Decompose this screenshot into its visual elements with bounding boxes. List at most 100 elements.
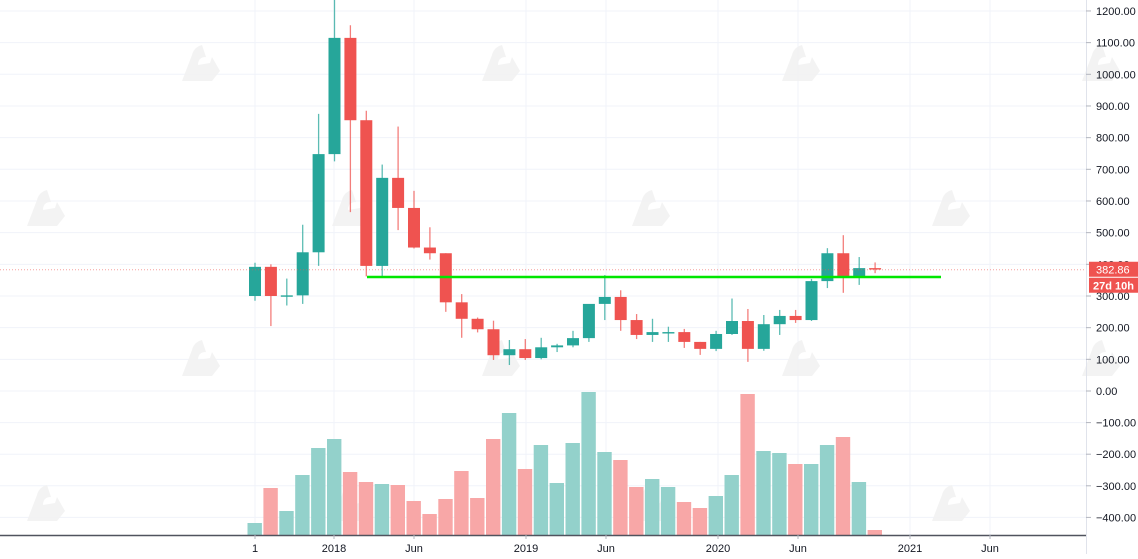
volume-tick-label: −300.00	[1096, 481, 1136, 493]
time-tick-label: 2020	[706, 543, 730, 554]
volume-bar	[501, 413, 517, 535]
volume-bar	[295, 475, 310, 535]
overlays	[0, 269, 1086, 279]
volume-bar	[374, 484, 390, 535]
time-tick-label: Jun	[789, 543, 807, 554]
candle[interactable]	[567, 330, 579, 348]
candle[interactable]	[376, 164, 389, 277]
volume-bar	[406, 501, 421, 535]
candle[interactable]	[328, 0, 341, 162]
volume-bar	[804, 464, 819, 535]
watermark-logo-icon	[27, 485, 65, 521]
candle[interactable]	[789, 309, 802, 323]
candle[interactable]	[280, 278, 293, 306]
time-tick-label: 2019	[514, 543, 538, 554]
watermark-logo-icon	[1082, 340, 1120, 376]
candle[interactable]	[551, 343, 564, 353]
candle[interactable]	[614, 290, 627, 331]
candle[interactable]	[503, 340, 516, 366]
candle[interactable]	[773, 309, 786, 335]
candle[interactable]	[805, 278, 818, 322]
candle[interactable]	[741, 308, 754, 362]
candle[interactable]	[264, 264, 277, 327]
candle[interactable]	[249, 262, 261, 301]
price-tick-label: 0.00	[1096, 386, 1117, 398]
candle[interactable]	[392, 126, 405, 231]
candles	[249, 0, 882, 366]
candle[interactable]	[519, 339, 532, 360]
candle[interactable]	[821, 248, 834, 289]
candle[interactable]	[344, 25, 357, 213]
watermark-logo-icon	[782, 45, 820, 81]
candle[interactable]	[408, 190, 420, 249]
volume-bar	[565, 443, 580, 535]
time-axis[interactable]: 1 2018 Jun 2019 Jun 2020 Jun 2021 Jun	[0, 534, 1086, 555]
volume-bar	[788, 464, 803, 535]
candle[interactable]	[710, 330, 723, 352]
price-tick-label: 1100.00	[1096, 38, 1135, 50]
volume-bar	[247, 523, 262, 535]
candle[interactable]	[471, 317, 484, 333]
candle[interactable]	[869, 262, 882, 274]
candle[interactable]	[630, 314, 643, 340]
price-tick-label: 600.00	[1096, 196, 1130, 208]
candle[interactable]	[837, 235, 850, 293]
candle[interactable]	[423, 227, 436, 260]
candle[interactable]	[312, 113, 325, 266]
price-tick-label: 200.00	[1096, 323, 1130, 335]
watermark-logo-icon	[482, 340, 520, 376]
price-tick-label: 1200.00	[1096, 6, 1136, 18]
volume-bar	[756, 451, 771, 535]
volume-bar	[549, 483, 564, 535]
price-tick-label: 800.00	[1096, 133, 1130, 145]
volume-tick-label: −200.00	[1096, 449, 1136, 461]
volume-bar	[263, 488, 278, 535]
volume-tick-label: −400.00	[1096, 512, 1136, 524]
price-tick-label: 100.00	[1096, 354, 1130, 366]
candle[interactable]	[853, 257, 866, 285]
candle[interactable]	[439, 253, 452, 312]
candle[interactable]	[646, 318, 659, 342]
price-axis[interactable]: 1200.00 1100.00 1000.00 900.00 800.00 700.00 6…	[1086, 0, 1138, 554]
last-price-badge	[1089, 261, 1138, 277]
time-tick-label: 2018	[322, 543, 346, 554]
candle[interactable]	[582, 303, 595, 342]
volume-bar	[772, 453, 787, 535]
volume-bar	[835, 437, 851, 535]
volume-bar	[692, 508, 708, 535]
candle[interactable]	[726, 298, 738, 335]
price-tick-label: 300.00	[1096, 291, 1130, 303]
candle[interactable]	[678, 328, 691, 348]
candle[interactable]	[360, 110, 373, 277]
volume-bar	[327, 439, 342, 535]
volume-bar	[597, 452, 612, 535]
candle[interactable]	[757, 314, 770, 351]
candle[interactable]	[662, 326, 675, 342]
time-tick-label: Jun	[405, 543, 423, 554]
volume-bars	[247, 392, 882, 535]
volume-bar	[390, 485, 405, 535]
watermark-logos	[27, 45, 1120, 521]
candle[interactable]	[694, 341, 707, 355]
candle[interactable]	[598, 275, 611, 321]
candle[interactable]	[487, 320, 500, 360]
watermark-logo-icon	[1082, 45, 1120, 81]
volume-bar	[645, 479, 660, 535]
watermark-logo-icon	[182, 45, 220, 81]
watermark-logo-icon	[632, 190, 670, 226]
volume-bar	[819, 445, 835, 535]
watermark-logo-icon	[932, 485, 970, 521]
candle[interactable]	[535, 337, 548, 360]
volume-bar	[279, 511, 294, 535]
last-price-label: 382.86	[1096, 265, 1130, 277]
candle[interactable]	[296, 224, 309, 304]
watermark-logo-icon	[482, 45, 520, 81]
volume-bar	[676, 502, 692, 535]
volume-bar	[724, 475, 739, 535]
volume-bar	[422, 514, 437, 535]
volume-bar	[438, 499, 453, 535]
candle[interactable]	[455, 294, 468, 338]
volume-bar	[342, 472, 358, 535]
